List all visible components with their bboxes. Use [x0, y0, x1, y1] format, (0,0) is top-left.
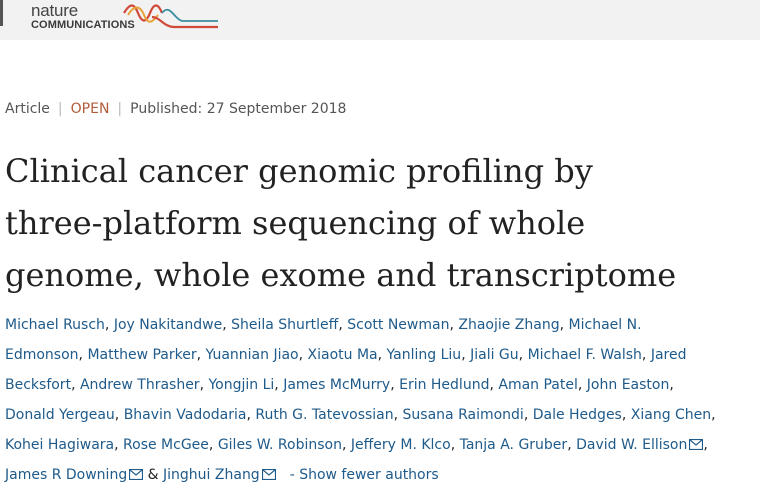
author-link[interactable]: Dale Hedges: [532, 407, 622, 423]
author-link[interactable]: Scott Newman: [347, 317, 450, 333]
email-icon[interactable]: [261, 469, 276, 480]
author-line: Edmonson, Matthew Parker, Yuannian Jiao,…: [5, 340, 757, 370]
comma: ,: [621, 407, 631, 423]
ampersand: &: [143, 467, 164, 483]
author-link[interactable]: Susana Raimondi: [402, 407, 524, 423]
comma: ,: [338, 317, 348, 333]
author-line: Donald Yergeau, Bhavin Vadodaria, Ruth G…: [5, 400, 757, 430]
author-line: James R Downing & Jinghui Zhang - Show fe…: [5, 460, 757, 490]
logo-nature-text: nature: [31, 1, 79, 20]
comma: ,: [703, 437, 708, 453]
comma: ,: [114, 407, 124, 423]
author-link[interactable]: Tanja A. Gruber: [459, 437, 568, 453]
published-date: Published: 27 September 2018: [130, 101, 347, 117]
author-link[interactable]: Xiang Chen: [630, 407, 712, 423]
comma: ,: [523, 407, 533, 423]
comma: ,: [669, 377, 674, 393]
author-link[interactable]: Becksfort: [5, 377, 72, 393]
author-link[interactable]: Joy Nakitandwe: [113, 317, 223, 333]
comma: ,: [196, 347, 206, 363]
author-link[interactable]: Zhaojie Zhang: [458, 317, 560, 333]
comma: ,: [246, 407, 256, 423]
title-line: three-platform sequencing of whole: [5, 204, 586, 242]
comma: ,: [377, 347, 387, 363]
author-link[interactable]: Jared: [650, 347, 687, 363]
show-fewer-authors-link[interactable]: - Show fewer authors: [289, 467, 439, 483]
comma: ,: [711, 407, 716, 423]
author-link[interactable]: Jiali Gu: [470, 347, 519, 363]
email-icon[interactable]: [129, 469, 144, 480]
author-link[interactable]: Rose McGee: [123, 437, 209, 453]
comma: ,: [298, 347, 308, 363]
comma: ,: [567, 437, 577, 453]
author-link[interactable]: Michael Rusch: [5, 317, 105, 333]
article-meta: Article | OPEN | Published: 27 September 201…: [5, 101, 346, 117]
author-link[interactable]: Sheila Shurtleff: [231, 317, 339, 333]
comma: ,: [461, 347, 471, 363]
comma: ,: [78, 347, 88, 363]
comma: ,: [222, 317, 232, 333]
comma: ,: [641, 347, 651, 363]
comma: ,: [390, 377, 400, 393]
header-edge: [0, 0, 3, 26]
author-line: Becksfort, Andrew Thrasher, Yongjin Li, …: [5, 370, 757, 400]
logo-wave-icon: [123, 4, 218, 29]
comma: ,: [559, 317, 569, 333]
comma: ,: [104, 317, 114, 333]
logo-communications-text: COMMUNICATIONS: [31, 19, 135, 31]
author-link[interactable]: Giles W. Robinson: [217, 437, 342, 453]
title-line: genome, whole exome and transcriptome: [5, 256, 677, 294]
author-link[interactable]: Kohei Hagiwara: [5, 437, 115, 453]
meta-separator: |: [57, 101, 63, 117]
comma: ,: [199, 377, 209, 393]
author-link[interactable]: David W. Ellison: [576, 437, 688, 453]
author-list: Michael Rusch, Joy Nakitandwe, Sheila Sh…: [5, 310, 757, 490]
author-link[interactable]: Erin Hedlund: [399, 377, 490, 393]
open-access-badge: OPEN: [70, 101, 110, 117]
author-link[interactable]: Jinghui Zhang: [163, 467, 260, 483]
site-header: nature COMMUNICATIONS: [0, 0, 760, 40]
comma: ,: [341, 437, 351, 453]
author-link[interactable]: Michael F. Walsh: [527, 347, 642, 363]
article-title: Clinical cancer genomic profiling by thr…: [5, 145, 755, 301]
comma: ,: [577, 377, 587, 393]
comma: ,: [518, 347, 528, 363]
journal-logo[interactable]: nature COMMUNICATIONS: [10, 1, 220, 35]
author-line: Kohei Hagiwara, Rose McGee, Giles W. Rob…: [5, 430, 757, 460]
author-link[interactable]: Donald Yergeau: [5, 407, 115, 423]
comma: ,: [449, 317, 459, 333]
author-link[interactable]: Edmonson: [5, 347, 79, 363]
author-link[interactable]: Matthew Parker: [87, 347, 197, 363]
author-link[interactable]: Ruth G. Tatevossian: [255, 407, 394, 423]
author-link[interactable]: Yanling Liu: [386, 347, 462, 363]
author-link[interactable]: Xiaotu Ma: [307, 347, 378, 363]
author-link[interactable]: Bhavin Vadodaria: [123, 407, 247, 423]
author-link[interactable]: Andrew Thrasher: [79, 377, 200, 393]
article-type: Article: [5, 101, 50, 117]
author-link[interactable]: James R Downing: [5, 467, 128, 483]
comma: ,: [489, 377, 499, 393]
comma: ,: [208, 437, 218, 453]
author-link[interactable]: Yuannian Jiao: [205, 347, 299, 363]
comma: ,: [71, 377, 80, 393]
email-icon[interactable]: [689, 439, 704, 450]
author-link[interactable]: Yongjin Li: [208, 377, 275, 393]
meta-separator: |: [117, 101, 123, 117]
author-link[interactable]: Aman Patel: [498, 377, 578, 393]
comma: ,: [450, 437, 460, 453]
author-link[interactable]: Michael N.: [568, 317, 642, 333]
title-line: Clinical cancer genomic profiling by: [5, 152, 593, 190]
author-link[interactable]: Jeffery M. Klco: [350, 437, 451, 453]
author-line: Michael Rusch, Joy Nakitandwe, Sheila Sh…: [5, 310, 757, 340]
author-link[interactable]: John Easton: [586, 377, 670, 393]
comma: ,: [393, 407, 403, 423]
author-link[interactable]: James McMurry: [283, 377, 391, 393]
comma: ,: [274, 377, 284, 393]
comma: ,: [114, 437, 124, 453]
